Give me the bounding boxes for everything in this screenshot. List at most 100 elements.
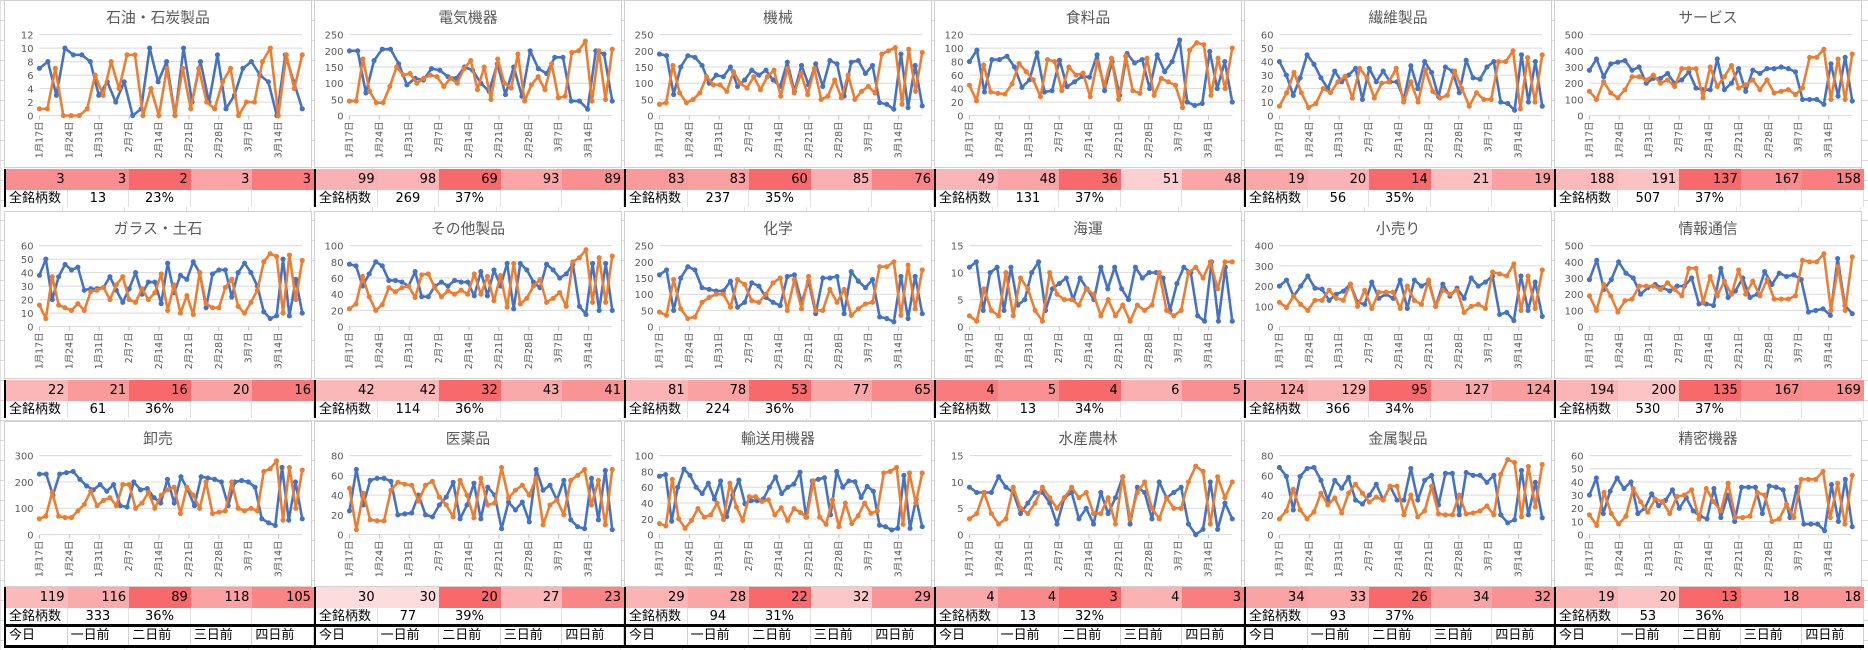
day-label[interactable]: 三日前 (501, 627, 563, 645)
total-label[interactable]: 全銘柄数 (1246, 190, 1308, 207)
total-value[interactable]: 61 (68, 401, 130, 418)
daily-count-cell[interactable]: 135 (1679, 380, 1741, 401)
daily-count-cell[interactable]: 33 (1307, 587, 1370, 608)
daily-count-cell[interactable]: 93 (500, 169, 563, 190)
daily-count-cell[interactable]: 16 (252, 380, 314, 401)
daily-count-cell[interactable]: 51 (1120, 169, 1183, 190)
daily-count-cell[interactable]: 41 (562, 380, 624, 401)
empty-cell[interactable] (1492, 401, 1554, 418)
day-label[interactable]: 今日 (316, 627, 378, 645)
empty-cell[interactable] (1182, 401, 1244, 418)
empty-cell[interactable] (1431, 608, 1493, 625)
sector-chart[interactable]: 水産農林 0 5 10 15 1月17日 1月24日 1月31日 2月7日 2月14日 2月21日 2… (934, 421, 1242, 587)
total-label[interactable]: 全銘柄数 (626, 401, 688, 418)
daily-count-cell[interactable]: 95 (1369, 380, 1431, 401)
daily-count-cell[interactable]: 81 (626, 380, 688, 401)
total-label[interactable]: 全銘柄数 (626, 190, 688, 207)
daily-count-cell[interactable]: 89 (562, 169, 624, 190)
daily-count-cell[interactable]: 167 (1740, 169, 1803, 190)
empty-cell[interactable] (1741, 190, 1803, 207)
daily-count-cell[interactable]: 98 (377, 169, 440, 190)
total-value[interactable]: 224 (688, 401, 750, 418)
sector-chart[interactable]: 石油・石炭製品 0 2 4 6 8 10 12 1月17日 1月24日 1月31日 2月7日 2月14日… (4, 0, 312, 168)
daily-count-cell[interactable]: 27 (500, 587, 563, 608)
empty-cell[interactable] (872, 401, 934, 418)
total-value[interactable]: 13 (998, 608, 1060, 625)
daily-count-cell[interactable]: 30 (316, 587, 378, 608)
day-label[interactable]: 今日 (626, 627, 688, 645)
daily-count-cell[interactable]: 194 (1556, 380, 1618, 401)
daily-count-cell[interactable]: 42 (316, 380, 378, 401)
daily-count-cell[interactable]: 3 (190, 169, 253, 190)
total-value[interactable]: 366 (1308, 401, 1370, 418)
empty-cell[interactable] (1121, 608, 1183, 625)
daily-count-cell[interactable]: 48 (1182, 169, 1244, 190)
daily-count-cell[interactable]: 22 (6, 380, 68, 401)
percent-value[interactable]: 35% (749, 190, 811, 207)
empty-cell[interactable] (1182, 190, 1244, 207)
daily-count-cell[interactable]: 29 (626, 587, 688, 608)
empty-cell[interactable] (872, 608, 934, 625)
daily-count-cell[interactable]: 83 (626, 169, 688, 190)
daily-count-cell[interactable]: 32 (810, 587, 873, 608)
total-label[interactable]: 全銘柄数 (1556, 401, 1618, 418)
empty-cell[interactable] (811, 608, 873, 625)
empty-cell[interactable] (501, 190, 563, 207)
percent-value[interactable]: 37% (1679, 401, 1741, 418)
day-label[interactable]: 今日 (1246, 627, 1308, 645)
empty-cell[interactable] (191, 608, 253, 625)
sector-chart[interactable]: その他製品 0 20 40 60 80 100 1月17日 1月24日 1月31日 2月7日 2月14… (314, 211, 622, 379)
total-value[interactable]: 269 (378, 190, 440, 207)
percent-value[interactable]: 36% (1679, 608, 1741, 625)
total-value[interactable]: 56 (1308, 190, 1370, 207)
empty-cell[interactable] (252, 401, 314, 418)
daily-count-cell[interactable]: 20 (1307, 169, 1370, 190)
percent-value[interactable]: 36% (439, 401, 501, 418)
daily-count-cell[interactable]: 83 (687, 169, 750, 190)
day-label[interactable]: 三日前 (1741, 627, 1803, 645)
day-label[interactable]: 二日前 (439, 627, 501, 645)
daily-count-cell[interactable]: 32 (1492, 587, 1554, 608)
daily-count-cell[interactable]: 129 (1307, 380, 1370, 401)
empty-cell[interactable] (1121, 190, 1183, 207)
daily-count-cell[interactable]: 23 (562, 587, 624, 608)
empty-cell[interactable] (252, 190, 314, 207)
total-value[interactable]: 333 (68, 608, 130, 625)
sector-chart[interactable]: 小売り 0 100 200 300 400 1月17日 1月24日 1月31日 2月7日 2月14日… (1244, 211, 1552, 379)
daily-count-cell[interactable]: 65 (872, 380, 934, 401)
empty-cell[interactable] (562, 190, 624, 207)
sector-chart[interactable]: サービス 0 100 200 300 400 500 1月17日 1月24日 1月31日 2月7日 2… (1554, 0, 1862, 168)
daily-count-cell[interactable]: 30 (377, 587, 440, 608)
daily-count-cell[interactable]: 124 (1246, 380, 1308, 401)
day-label[interactable]: 今日 (1556, 627, 1618, 645)
empty-cell[interactable] (1182, 608, 1244, 625)
total-value[interactable]: 131 (998, 190, 1060, 207)
daily-count-cell[interactable]: 3 (67, 169, 130, 190)
empty-cell[interactable] (1121, 401, 1183, 418)
day-label[interactable]: 四日前 (562, 627, 624, 645)
day-label[interactable]: 一日前 (1618, 627, 1680, 645)
total-value[interactable]: 93 (1308, 608, 1370, 625)
daily-count-cell[interactable]: 4 (1120, 587, 1183, 608)
day-label[interactable]: 二日前 (129, 627, 191, 645)
daily-count-cell[interactable]: 19 (1246, 169, 1308, 190)
percent-value[interactable]: 34% (1059, 401, 1121, 418)
total-label[interactable]: 全銘柄数 (1246, 401, 1308, 418)
day-label[interactable]: 四日前 (872, 627, 934, 645)
daily-count-cell[interactable]: 3 (252, 169, 314, 190)
daily-count-cell[interactable]: 20 (1617, 587, 1680, 608)
daily-count-cell[interactable]: 191 (1617, 169, 1680, 190)
day-label[interactable]: 三日前 (1431, 627, 1493, 645)
daily-count-cell[interactable]: 3 (6, 169, 68, 190)
daily-count-cell[interactable]: 6 (1120, 380, 1183, 401)
daily-count-cell[interactable]: 3 (1182, 587, 1244, 608)
sector-chart[interactable]: 金属製品 0 20 40 60 80 1月17日 1月24日 1月31日 2月7日 2月14日 2月2… (1244, 421, 1552, 587)
daily-count-cell[interactable]: 4 (936, 587, 998, 608)
day-label[interactable]: 四日前 (1182, 627, 1244, 645)
daily-count-cell[interactable]: 21 (67, 380, 130, 401)
daily-count-cell[interactable]: 29 (872, 587, 934, 608)
day-label[interactable]: 二日前 (1059, 627, 1121, 645)
daily-count-cell[interactable]: 48 (997, 169, 1060, 190)
daily-count-cell[interactable]: 49 (936, 169, 998, 190)
day-label[interactable]: 今日 (936, 627, 998, 645)
